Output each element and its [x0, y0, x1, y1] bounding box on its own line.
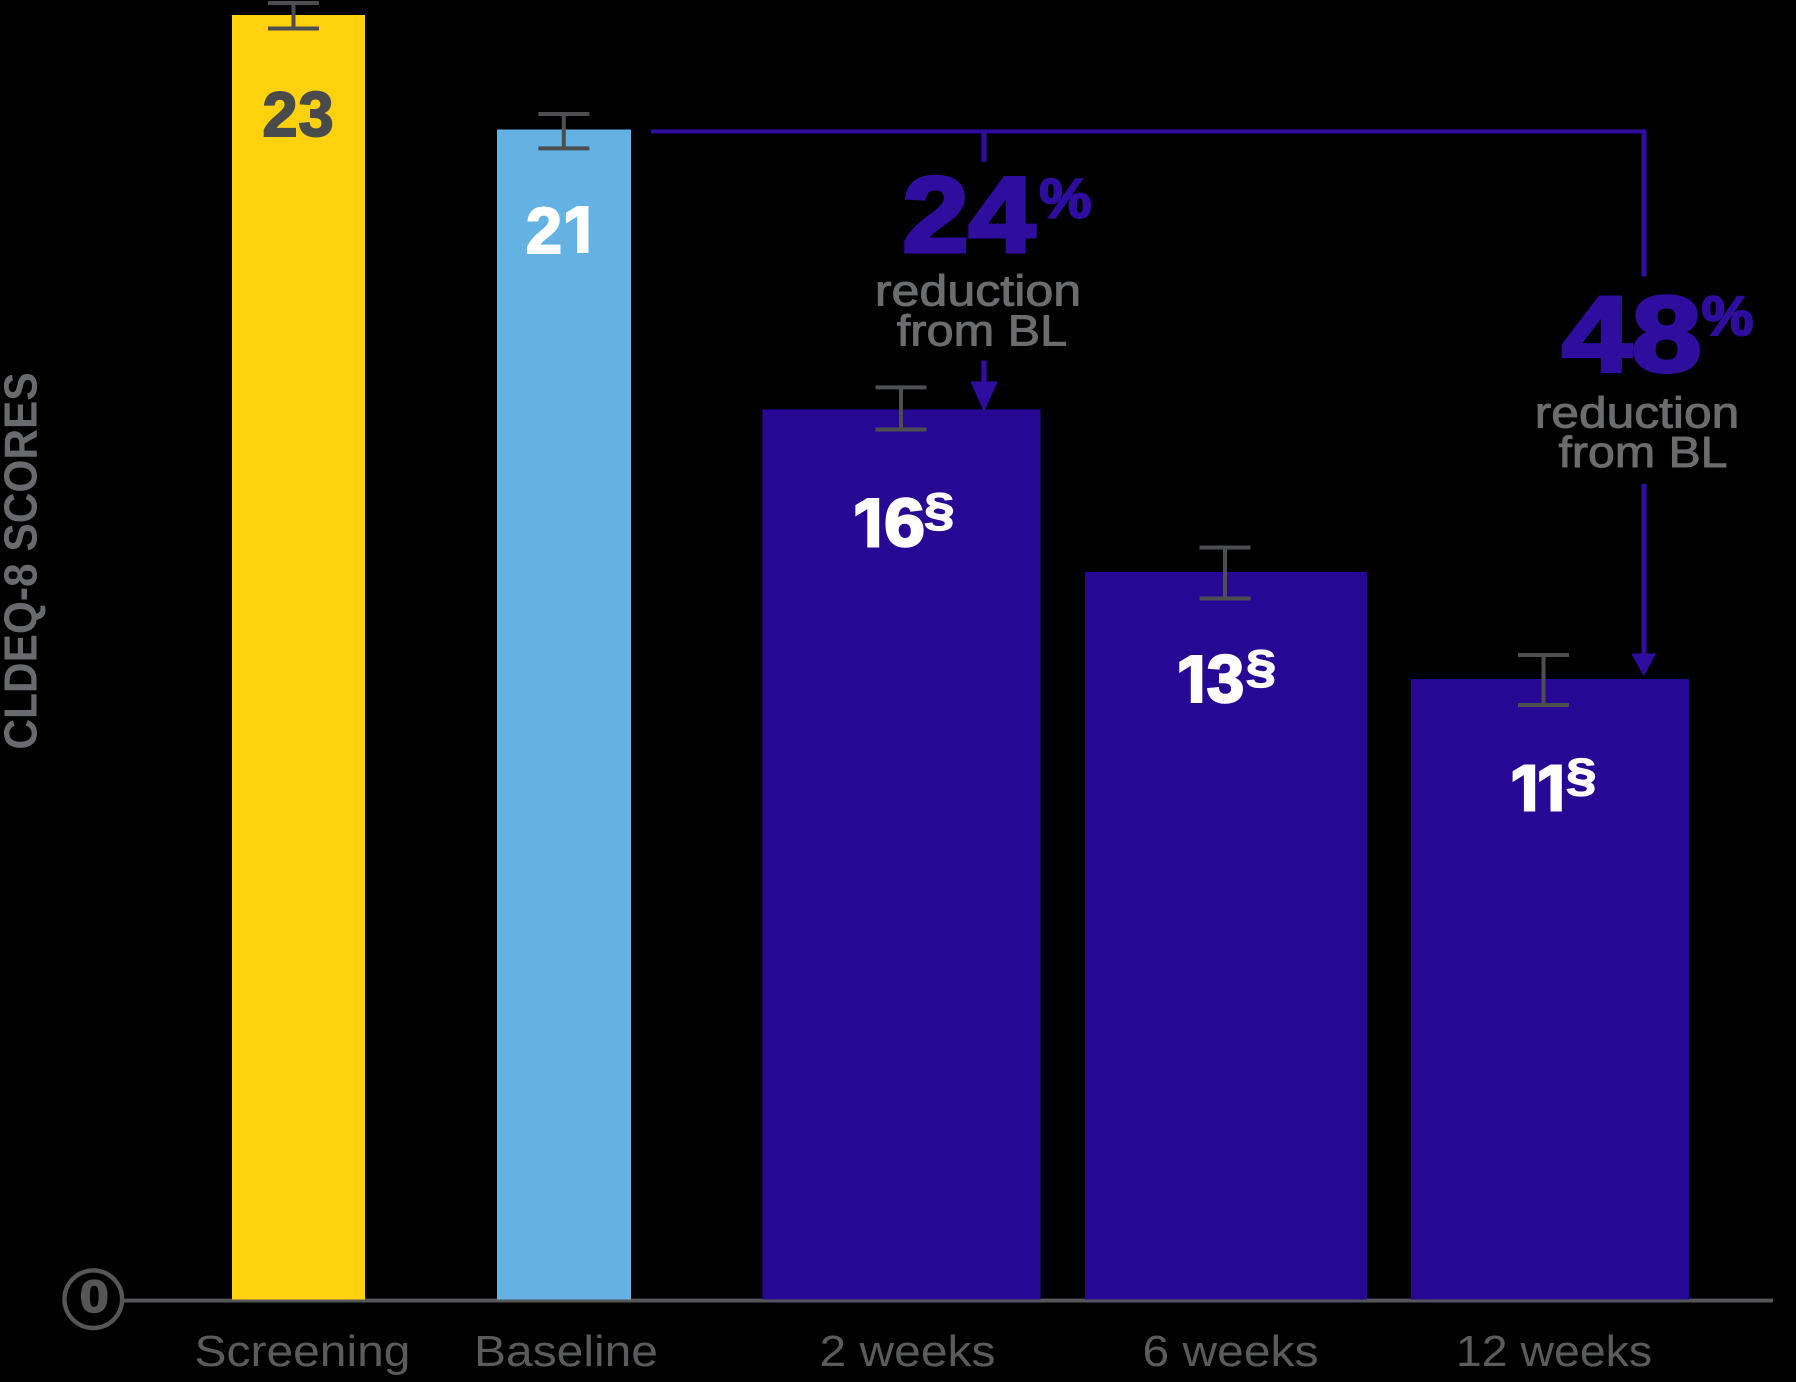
svg-text:2 weeks: 2 weeks	[820, 1326, 996, 1376]
svg-text:3: 3	[298, 80, 333, 150]
svg-text:from BL: from BL	[1558, 427, 1727, 477]
svg-text:24: 24	[902, 155, 1035, 275]
svg-text:Screening: Screening	[195, 1326, 411, 1376]
svg-text:%: %	[1702, 285, 1754, 348]
svg-text:%: %	[1039, 168, 1091, 230]
svg-text:§: §	[1246, 640, 1277, 692]
svg-text:reduction: reduction	[875, 265, 1081, 314]
svg-text:0: 0	[80, 1272, 109, 1322]
svg-text:3: 3	[1207, 642, 1244, 717]
svg-text:from BL: from BL	[897, 306, 1067, 355]
svg-text:§: §	[924, 484, 955, 536]
svg-text:§: §	[1566, 749, 1597, 801]
svg-text:6: 6	[884, 485, 925, 561]
svg-text:Baseline: Baseline	[474, 1326, 658, 1376]
svg-text:12 weeks: 12 weeks	[1456, 1326, 1652, 1376]
svg-text:6 weeks: 6 weeks	[1143, 1326, 1319, 1376]
svg-text:reduction: reduction	[1535, 388, 1739, 437]
svg-text:48: 48	[1562, 275, 1701, 394]
svg-text:CLDEQ-8 SCORES: CLDEQ-8 SCORES	[0, 372, 47, 749]
svg-text:2: 2	[526, 194, 562, 267]
svg-text:2: 2	[262, 80, 297, 150]
